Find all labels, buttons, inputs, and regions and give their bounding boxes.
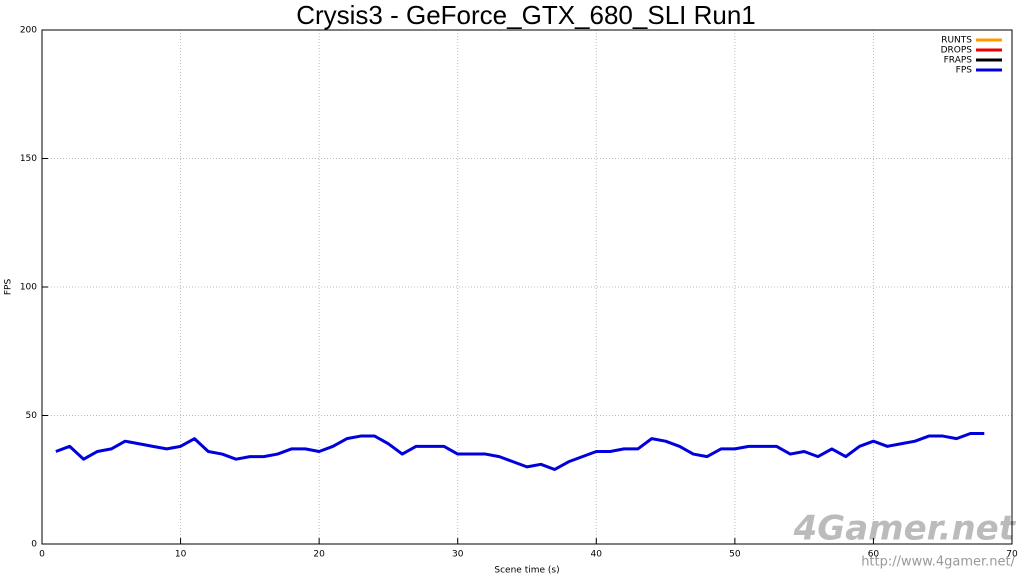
x-tick-label: 30 <box>452 550 464 560</box>
legend-label: RUNTS <box>941 36 972 46</box>
x-tick-label: 70 <box>1006 550 1018 560</box>
x-tick-label: 40 <box>591 550 603 560</box>
x-axis-label: Scene time (s) <box>494 566 559 576</box>
y-tick-label: 0 <box>31 540 37 550</box>
legend-label: FPS <box>956 66 973 76</box>
y-tick-label: 200 <box>20 26 37 36</box>
watermark-url: http://www.4gamer.net/ <box>861 555 1015 570</box>
x-tick-label: 60 <box>868 550 880 560</box>
plot-frame <box>41 29 1013 545</box>
y-axis-label: FPS <box>4 279 14 296</box>
x-tick-label: 20 <box>313 550 325 560</box>
chart-title: Crysis3 - GeForce_GTX_680_SLI Run1 <box>296 0 756 30</box>
y-tick-label: 150 <box>20 154 37 164</box>
watermark: 4Gamer.net <box>793 509 1017 549</box>
y-tick-label: 50 <box>26 411 38 421</box>
x-tick-label: 0 <box>39 550 45 560</box>
x-tick-label: 10 <box>175 550 187 560</box>
legend-label: FRAPS <box>944 56 973 66</box>
x-tick-label: 50 <box>729 550 741 560</box>
y-tick-label: 100 <box>20 283 37 293</box>
legend-label: DROPS <box>941 46 973 56</box>
fps-line <box>55 431 985 471</box>
